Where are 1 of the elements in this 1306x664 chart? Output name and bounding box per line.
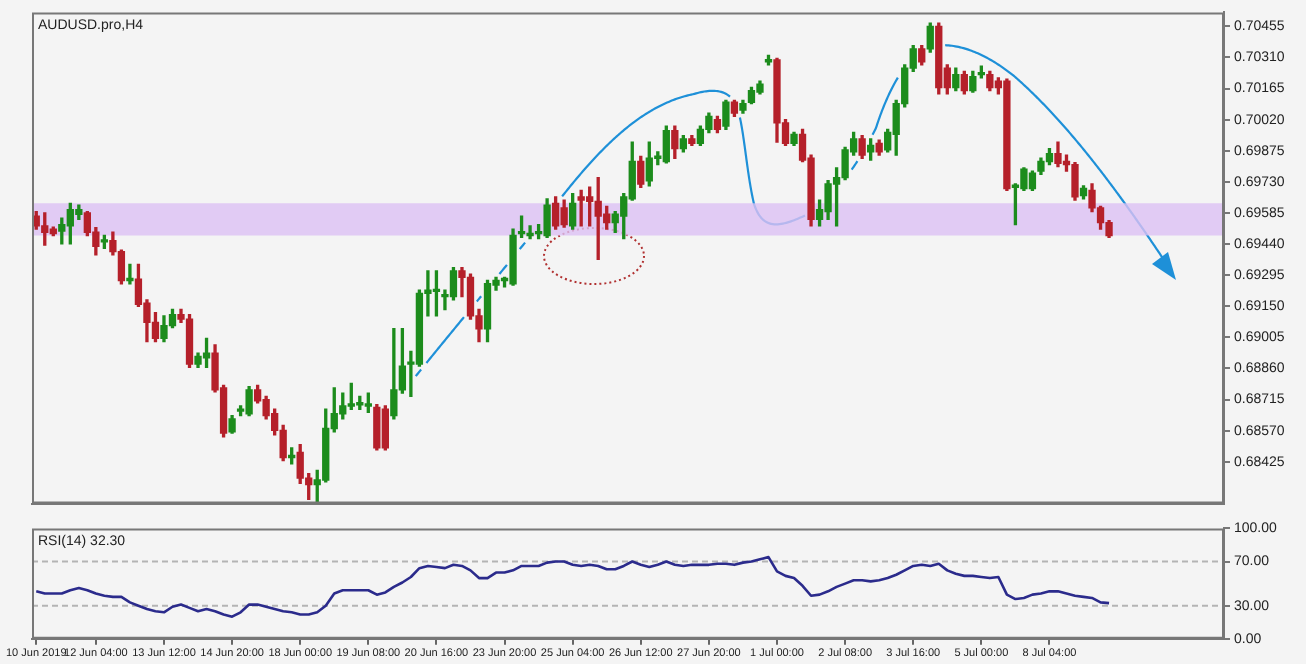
candlestick <box>126 263 134 285</box>
